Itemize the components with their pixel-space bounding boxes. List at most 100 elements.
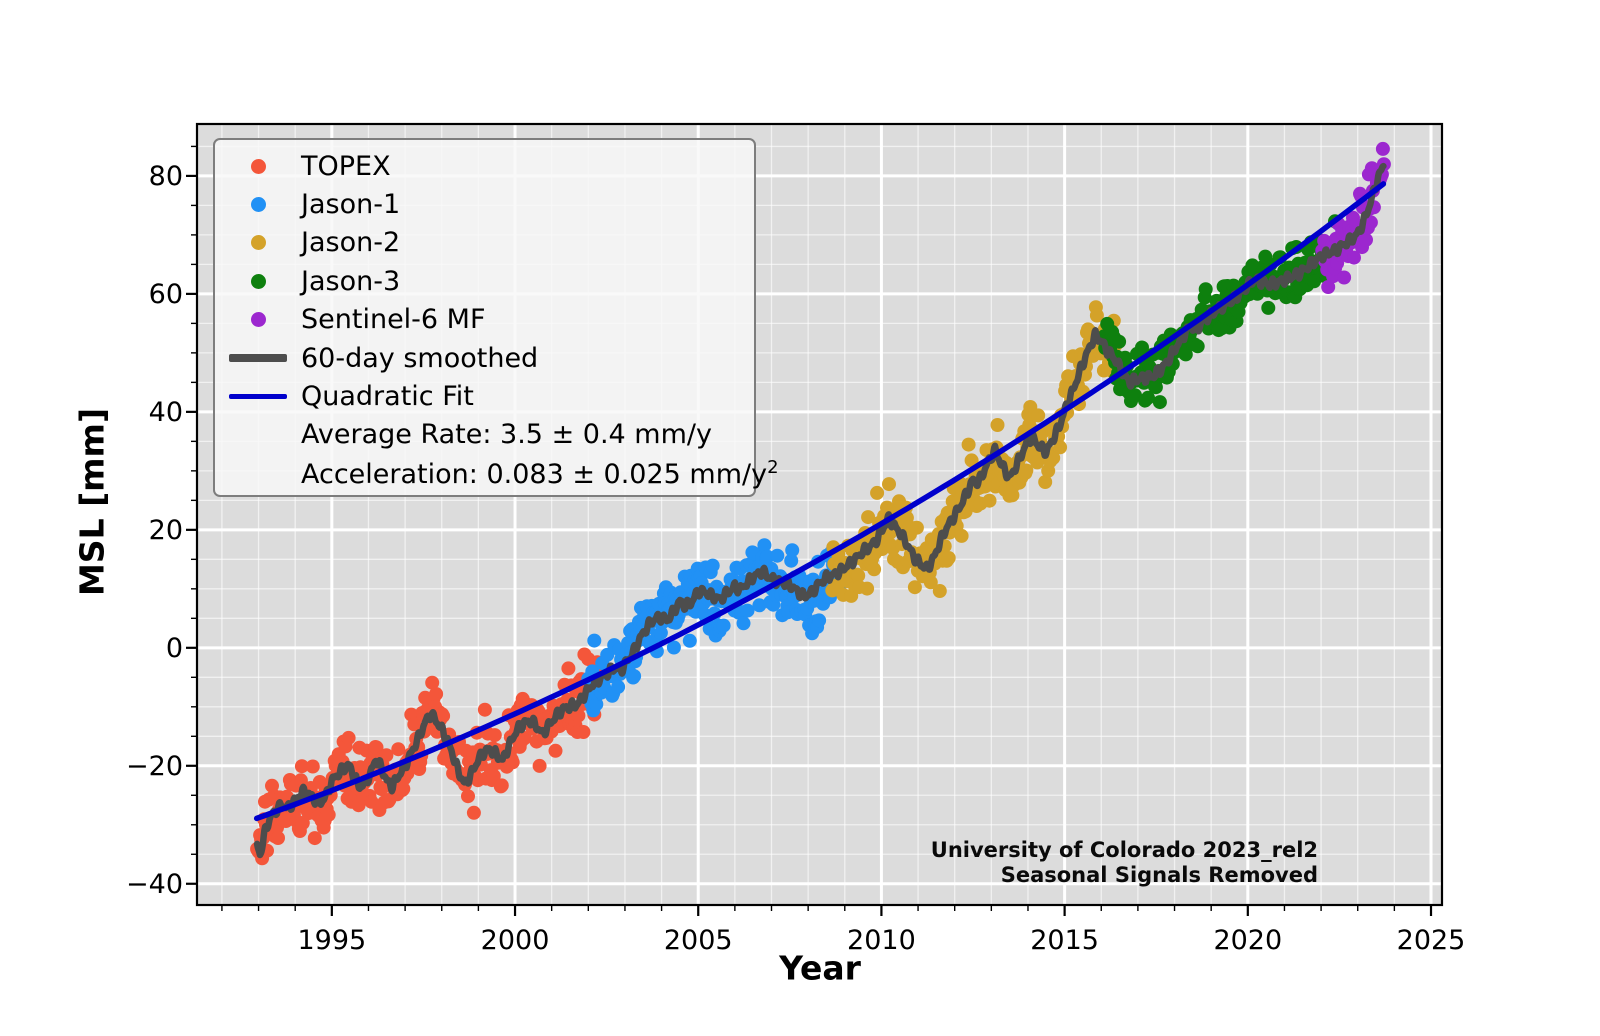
data-point — [653, 625, 668, 640]
y-tick-label-60: 60 — [149, 279, 183, 310]
data-point — [1261, 300, 1276, 315]
data-point — [407, 717, 422, 732]
acceleration-text: Acceleration: 0.083 ± 0.025 mm/y2 — [301, 456, 779, 490]
data-point — [436, 708, 451, 723]
y-tick-label-80: 80 — [149, 161, 183, 192]
data-point — [1178, 347, 1193, 362]
x-tick-label-2015: 2015 — [1030, 925, 1099, 956]
legend: TOPEX Jason-1 Jason-2 Jason-3 Sentinel-6… — [213, 138, 779, 497]
annotation-line-2: Seasonal Signals Removed — [1000, 863, 1318, 887]
data-point — [752, 598, 767, 613]
data-point — [321, 807, 336, 822]
y-tick-label-0: 0 — [166, 633, 183, 664]
y-tick-label-40: 40 — [149, 397, 183, 428]
x-tick-label-2005: 2005 — [664, 925, 733, 956]
data-point — [1375, 141, 1390, 156]
data-point — [870, 485, 885, 500]
average-rate-text: Average Rate: 3.5 ± 0.4 mm/y — [301, 419, 712, 451]
data-point — [861, 510, 876, 525]
topex-marker-icon — [250, 158, 266, 174]
data-point — [716, 618, 731, 633]
data-point — [907, 580, 922, 595]
data-point — [1321, 280, 1336, 294]
data-point — [785, 543, 800, 558]
jason1-marker-icon — [250, 197, 266, 213]
data-point — [757, 538, 772, 553]
data-point — [705, 558, 720, 573]
data-point — [909, 520, 924, 535]
data-point — [305, 759, 320, 774]
x-axis-title: Year — [779, 948, 861, 988]
data-point — [494, 778, 509, 793]
data-point — [851, 568, 866, 583]
legend-label: TOPEX — [301, 150, 391, 182]
data-point — [1363, 215, 1378, 230]
smoothed-line-icon — [229, 354, 287, 363]
data-point — [932, 584, 947, 598]
data-point — [487, 728, 502, 743]
data-point — [1038, 475, 1053, 489]
y-tick-label--40: −40 — [126, 869, 183, 900]
jason2-marker-icon — [250, 235, 266, 251]
legend-label: Sentinel-6 MF — [301, 304, 486, 336]
data-layer — [250, 141, 1391, 866]
plot-frame — [195, 122, 1444, 907]
legend-item-sentinel6: Sentinel-6 MF — [215, 301, 754, 339]
data-point — [1337, 270, 1352, 285]
data-point — [1046, 450, 1061, 465]
y-axis-title: MSL [mm] — [72, 407, 112, 597]
legend-label: Jason-1 — [301, 189, 401, 221]
data-point — [682, 633, 697, 648]
legend-item-jason1: Jason-1 — [215, 185, 754, 223]
data-point — [1053, 440, 1068, 455]
data-point — [1190, 339, 1205, 354]
data-point — [391, 742, 406, 757]
data-point — [923, 575, 938, 590]
data-point — [736, 616, 751, 631]
legend-label: 60-day smoothed — [301, 342, 539, 374]
data-point — [477, 702, 492, 717]
legend-label: Jason-3 — [301, 265, 401, 297]
data-point — [1031, 408, 1046, 423]
data-point — [740, 603, 755, 618]
data-point — [812, 613, 827, 628]
legend-item-jason2: Jason-2 — [215, 224, 754, 262]
axis-tick-labels: 1995 2000 2005 2010 2015 2020 2025 −40 −20 0 20 40 6… — [126, 161, 1465, 956]
annotation-line-1: University of Colorado 2023_rel2 — [930, 838, 1318, 862]
data-point — [425, 675, 440, 690]
x-tick-label-2000: 2000 — [481, 925, 550, 956]
data-point — [461, 789, 475, 804]
data-point — [294, 759, 309, 774]
data-point — [961, 437, 976, 452]
data-point — [341, 730, 356, 745]
data-point — [666, 640, 681, 655]
data-point — [517, 731, 532, 745]
data-point — [561, 661, 576, 676]
data-point — [941, 551, 956, 565]
data-point — [271, 831, 285, 845]
y-tick-label--20: −20 — [126, 751, 183, 782]
data-point — [1141, 390, 1155, 405]
data-point — [505, 755, 520, 770]
x-tick-label-2020: 2020 — [1213, 925, 1282, 956]
data-point — [1135, 340, 1149, 355]
legend-label: Jason-2 — [301, 227, 401, 259]
data-point — [589, 697, 604, 712]
data-point — [486, 769, 501, 783]
data-point — [1347, 250, 1361, 265]
data-point — [867, 562, 882, 577]
data-point — [627, 669, 642, 684]
legend-label: Quadratic Fit — [301, 381, 474, 413]
data-point — [466, 805, 481, 820]
data-point — [1112, 334, 1127, 349]
data-point — [611, 679, 626, 694]
y-tick-label-20: 20 — [149, 515, 183, 546]
x-tick-label-1995: 1995 — [297, 925, 366, 956]
data-point — [532, 758, 547, 773]
jason3-marker-icon — [250, 273, 266, 289]
data-point — [548, 743, 563, 758]
data-point — [571, 708, 586, 723]
legend-item-topex: TOPEX — [215, 147, 754, 185]
data-point — [964, 453, 979, 468]
